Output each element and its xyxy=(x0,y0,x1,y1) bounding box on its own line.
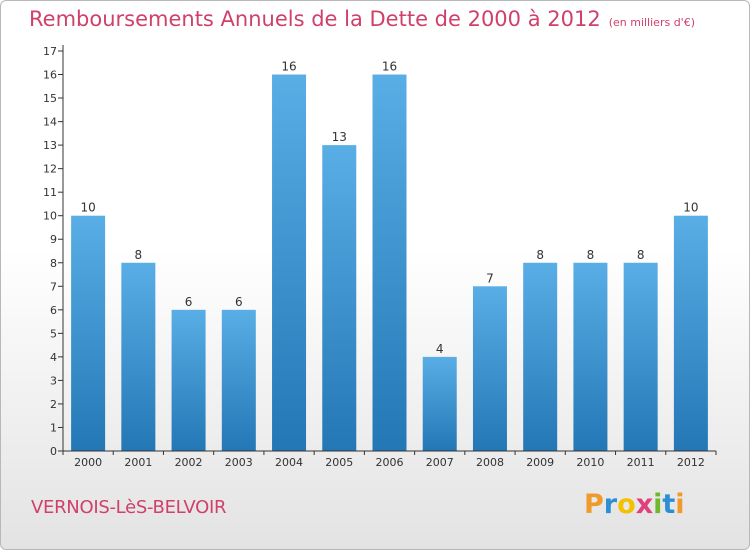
data-label-2010: 8 xyxy=(587,248,595,262)
bar-2007 xyxy=(422,356,457,451)
data-label-2005: 13 xyxy=(332,130,347,144)
x-tick-label-2006: 2006 xyxy=(376,456,404,469)
data-label-2012: 10 xyxy=(683,201,698,215)
logo-letter: P xyxy=(584,489,604,520)
y-tick-label-11: 11 xyxy=(43,186,57,199)
title-text: Remboursements Annuels de la Dette de 20… xyxy=(29,7,601,31)
bar-2001 xyxy=(121,262,156,451)
x-tick-label-2001: 2001 xyxy=(124,456,152,469)
data-label-2002: 6 xyxy=(185,295,193,309)
bar-2011 xyxy=(623,262,658,451)
data-label-2008: 7 xyxy=(486,271,494,285)
y-tick-label-12: 12 xyxy=(43,163,57,176)
y-tick-label-8: 8 xyxy=(50,257,57,270)
data-label-2003: 6 xyxy=(235,295,243,309)
bar-2000 xyxy=(71,215,106,451)
y-tick-label-3: 3 xyxy=(50,374,57,387)
data-label-2009: 8 xyxy=(536,248,544,262)
x-tick-label-2011: 2011 xyxy=(627,456,655,469)
town-name: VERNOIS-LèS-BELVOIR xyxy=(31,497,227,518)
y-tick-label-16: 16 xyxy=(43,69,57,82)
bar-2002 xyxy=(171,309,206,451)
y-tick-label-0: 0 xyxy=(50,445,57,458)
bar-2004 xyxy=(272,74,307,451)
bar-2005 xyxy=(322,145,357,451)
bar-2006 xyxy=(372,74,407,451)
x-tick-label-2002: 2002 xyxy=(175,456,203,469)
y-tick-label-9: 9 xyxy=(50,233,57,246)
logo-letter: x xyxy=(635,489,654,520)
bars-group: 10 8 6 6 16 13 16 4 7 8 8 8 10 xyxy=(71,60,708,451)
chart-title: Remboursements Annuels de la Dette de 20… xyxy=(29,7,695,31)
y-tick-label-2: 2 xyxy=(50,398,57,411)
logo-letter: t xyxy=(662,489,676,520)
y-tick-label-5: 5 xyxy=(50,327,57,340)
y-tick-label-10: 10 xyxy=(43,210,57,223)
x-tick-label-2012: 2012 xyxy=(677,456,705,469)
x-tick-label-2004: 2004 xyxy=(275,456,303,469)
proxiti-logo: Proxiti xyxy=(584,489,685,520)
data-label-2000: 10 xyxy=(80,201,95,215)
data-label-2007: 4 xyxy=(436,342,444,356)
data-label-2011: 8 xyxy=(637,248,645,262)
bar-2012 xyxy=(673,215,708,451)
y-tick-label-15: 15 xyxy=(43,92,57,105)
logo-letter: o xyxy=(617,489,636,520)
x-tick-label-2008: 2008 xyxy=(476,456,504,469)
x-tick-label-2003: 2003 xyxy=(225,456,253,469)
bar-2009 xyxy=(523,262,558,451)
y-tick-label-4: 4 xyxy=(50,351,57,364)
y-tick-label-13: 13 xyxy=(43,139,57,152)
bar-2010 xyxy=(573,262,608,451)
data-label-2001: 8 xyxy=(135,248,143,262)
x-tick-label-2000: 2000 xyxy=(74,456,102,469)
x-tick-label-2005: 2005 xyxy=(325,456,353,469)
y-tick-label-17: 17 xyxy=(43,45,57,58)
bar-2008 xyxy=(472,286,507,451)
y-tick-label-6: 6 xyxy=(50,304,57,317)
bar-2003 xyxy=(221,309,256,451)
y-tick-label-7: 7 xyxy=(50,280,57,293)
axes-group: 2000 2001 2002 2003 2004 2005 2006 2007 2008 2009… xyxy=(43,45,717,469)
data-label-2006: 16 xyxy=(382,60,397,74)
data-label-2004: 16 xyxy=(281,60,296,74)
logo-letter: i xyxy=(653,489,663,520)
x-tick-label-2009: 2009 xyxy=(526,456,554,469)
logo-letter: r xyxy=(603,489,618,520)
x-tick-label-2007: 2007 xyxy=(426,456,454,469)
x-tick-label-2010: 2010 xyxy=(576,456,604,469)
y-tick-label-1: 1 xyxy=(50,421,57,434)
chart-subtitle: (en milliers d'€) xyxy=(608,16,695,29)
y-tick-label-14: 14 xyxy=(43,116,57,129)
logo-letter: i xyxy=(675,489,685,520)
